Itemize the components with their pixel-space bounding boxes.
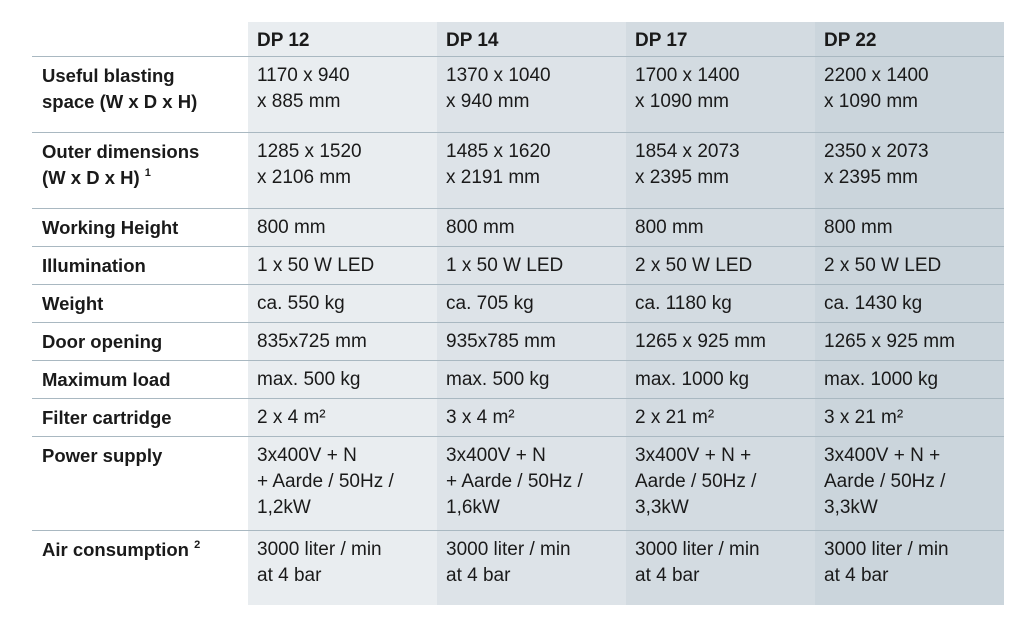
table-row-filter-cartridge: Filter cartridge 2 x 4 m² 3 x 4 m² 2 x 2… [32,398,1004,437]
table-cell: ca. 1430 kg [815,291,1004,317]
column-header-dp22: DP 22 [815,28,1004,54]
table-cell: max. 1000 kg [815,367,1004,393]
row-label: Maximum load [32,367,248,393]
table-cell: 1285 x 1520 x 2106 mm [248,139,437,191]
row-label-with-footnote: Outer dimensions (W x D x H) 1 [32,139,248,191]
table-cell: 1 x 50 W LED [248,253,437,279]
table-cell: 2 x 50 W LED [626,253,815,279]
table-cell: ca. 550 kg [248,291,437,317]
table-cell: 1265 x 925 mm [626,329,815,355]
table-cell: 800 mm [626,215,815,241]
table-cell: 1170 x 940 x 885 mm [248,63,437,115]
table-row-working-height: Working Height 800 mm 800 mm 800 mm 800 … [32,208,1004,247]
row-label: Outer dimensions (W x D x H) [42,141,199,188]
table-cell: 1485 x 1620 x 2191 mm [437,139,626,191]
row-label: Illumination [32,253,248,279]
table-cell: 2 x 50 W LED [815,253,1004,279]
footnote-marker: 2 [194,539,200,551]
table-cell: 800 mm [248,215,437,241]
table-cell: 1854 x 2073 x 2395 mm [626,139,815,191]
table-cell: 1 x 50 W LED [437,253,626,279]
table-cell: 2 x 4 m² [248,405,437,431]
footnote-marker: 1 [145,167,151,179]
table-cell: 835x725 mm [248,329,437,355]
table-cell: 3 x 4 m² [437,405,626,431]
column-header-dp12: DP 12 [248,28,437,54]
table-row-outer-dimensions: Outer dimensions (W x D x H) 1 1285 x 15… [32,132,1004,209]
table-cell: 1370 x 1040 x 940 mm [437,63,626,115]
table-row-power-supply: Power supply 3x400V + N + Aarde / 50Hz /… [32,436,1004,531]
table-row-illumination: Illumination 1 x 50 W LED 1 x 50 W LED 2… [32,246,1004,285]
table-cell: 1700 x 1400 x 1090 mm [626,63,815,115]
table-header-row: DP 12 DP 14 DP 17 DP 22 [32,22,1004,56]
row-label: Useful blasting space (W x D x H) [32,63,248,115]
table-cell: 2 x 21 m² [626,405,815,431]
row-label: Door opening [32,329,248,355]
table-cell: 3000 liter / min at 4 bar [437,537,626,589]
table-row-weight: Weight ca. 550 kg ca. 705 kg ca. 1180 kg… [32,284,1004,323]
table-cell: ca. 1180 kg [626,291,815,317]
row-label: Working Height [32,215,248,241]
column-header-dp14: DP 14 [437,28,626,54]
table-cell: max. 500 kg [437,367,626,393]
table-cell: max. 500 kg [248,367,437,393]
table-cell: 3x400V + N + Aarde / 50Hz / 1,2kW [248,443,437,521]
table-cell: 2350 x 2073 x 2395 mm [815,139,1004,191]
table-cell: 3x400V + N + Aarde / 50Hz / 3,3kW [815,443,1004,521]
row-label: Power supply [32,443,248,469]
table-cell: 3000 liter / min at 4 bar [626,537,815,589]
table-row-useful-blasting-space: Useful blasting space (W x D x H) 1170 x… [32,56,1004,133]
table-cell: 800 mm [437,215,626,241]
table-cell: 3 x 21 m² [815,405,1004,431]
table-cell: 800 mm [815,215,1004,241]
row-label: Filter cartridge [32,405,248,431]
table-cell: 1265 x 925 mm [815,329,1004,355]
table-row-door-opening: Door opening 835x725 mm 935x785 mm 1265 … [32,322,1004,361]
table-row-air-consumption: Air consumption 2 3000 liter / min at 4 … [32,530,1004,606]
table-row-maximum-load: Maximum load max. 500 kg max. 500 kg max… [32,360,1004,399]
table-cell: ca. 705 kg [437,291,626,317]
table-cell: 3x400V + N + Aarde / 50Hz / 3,3kW [626,443,815,521]
row-label: Air consumption [42,539,189,560]
table-cell: 2200 x 1400 x 1090 mm [815,63,1004,115]
table-cell: 935x785 mm [437,329,626,355]
table-cell: 3x400V + N + Aarde / 50Hz / 1,6kW [437,443,626,521]
table-cell: 3000 liter / min at 4 bar [248,537,437,589]
row-label-with-footnote: Air consumption 2 [32,537,248,563]
table-cell: 3000 liter / min at 4 bar [815,537,1004,589]
column-header-dp17: DP 17 [626,28,815,54]
row-label: Weight [32,291,248,317]
table-cell: max. 1000 kg [626,367,815,393]
